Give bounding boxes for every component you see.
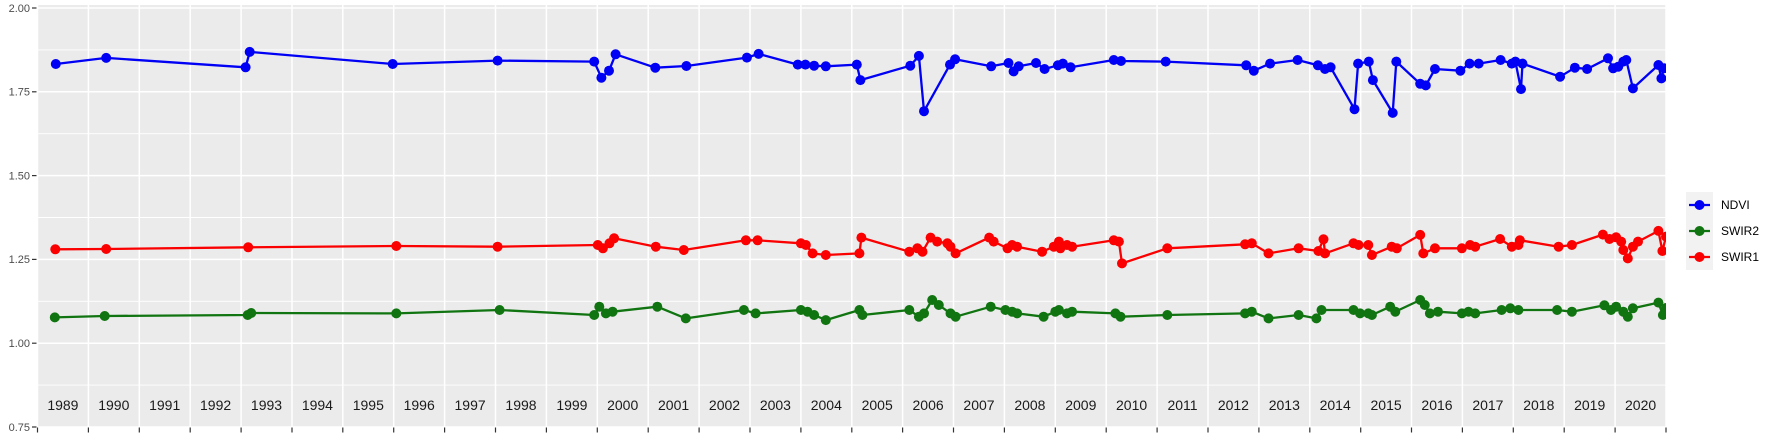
svg-text:2013: 2013 [1269, 397, 1300, 413]
svg-text:2014: 2014 [1320, 397, 1351, 413]
x-gridlines [36, 5, 1667, 428]
svg-text:1.75: 1.75 [9, 87, 30, 99]
line-point-glyph-icon [1689, 252, 1710, 262]
svg-text:1990: 1990 [98, 397, 129, 413]
legend-label-ndvi: NDVI [1721, 198, 1750, 212]
svg-text:1996: 1996 [404, 397, 435, 413]
svg-text:2001: 2001 [658, 397, 689, 413]
svg-text:2020: 2020 [1625, 397, 1656, 413]
svg-text:1998: 1998 [505, 397, 536, 413]
y-axis-labels: 0.75 1.00 1.25 1.50 1.75 2.00 [9, 3, 30, 434]
svg-text:2011: 2011 [1167, 397, 1197, 413]
line-point-glyph-icon [1689, 226, 1710, 236]
legend-label-swir2: SWIR2 [1721, 224, 1760, 238]
svg-text:1997: 1997 [455, 397, 486, 413]
svg-text:1.50: 1.50 [9, 170, 30, 182]
svg-text:2005: 2005 [862, 397, 893, 413]
svg-text:1989: 1989 [47, 397, 78, 413]
legend-key-swir1 [1686, 244, 1713, 270]
svg-text:2018: 2018 [1523, 397, 1554, 413]
svg-text:2003: 2003 [760, 397, 791, 413]
svg-text:2016: 2016 [1421, 397, 1452, 413]
x-axis-labels: 1989 1990 1991 1992 1993 1994 1995 1996 1997 1998… [47, 397, 1656, 413]
x-axis-ticks [36, 427, 1667, 433]
legend-key-swir2 [1686, 218, 1713, 244]
svg-text:2009: 2009 [1065, 397, 1096, 413]
svg-text:1991: 1991 [149, 397, 180, 413]
svg-text:1992: 1992 [200, 397, 231, 413]
svg-text:2008: 2008 [1014, 397, 1045, 413]
svg-text:1995: 1995 [353, 397, 384, 413]
series-swir2 [49, 295, 1666, 326]
svg-text:1999: 1999 [556, 397, 587, 413]
svg-text:2012: 2012 [1218, 397, 1249, 413]
svg-text:2006: 2006 [913, 397, 944, 413]
svg-text:2.00: 2.00 [9, 3, 30, 15]
legend-label-swir1: SWIR1 [1721, 250, 1760, 264]
svg-text:1.00: 1.00 [9, 338, 30, 350]
svg-text:2010: 2010 [1116, 397, 1147, 413]
series-swir1 [50, 225, 1666, 269]
svg-text:1993: 1993 [251, 397, 282, 413]
svg-text:2015: 2015 [1371, 397, 1402, 413]
svg-text:2004: 2004 [811, 397, 842, 413]
legend-key-ndvi [1686, 192, 1713, 218]
svg-text:2019: 2019 [1574, 397, 1605, 413]
legend: NDVI SWIR2 SWIR1 [1686, 192, 1759, 270]
y-axis-ticks [32, 7, 37, 428]
legend-item-swir1: SWIR1 [1686, 244, 1759, 270]
svg-text:2007: 2007 [963, 397, 994, 413]
svg-text:2002: 2002 [709, 397, 740, 413]
svg-text:1.25: 1.25 [9, 254, 30, 266]
legend-item-swir2: SWIR2 [1686, 218, 1759, 244]
series-ndvi [50, 46, 1666, 118]
svg-text:2017: 2017 [1472, 397, 1503, 413]
line-point-glyph-icon [1689, 200, 1710, 210]
svg-text:2000: 2000 [607, 397, 638, 413]
legend-item-ndvi: NDVI [1686, 192, 1759, 218]
svg-text:0.75: 0.75 [9, 422, 30, 434]
svg-text:1994: 1994 [302, 397, 333, 413]
